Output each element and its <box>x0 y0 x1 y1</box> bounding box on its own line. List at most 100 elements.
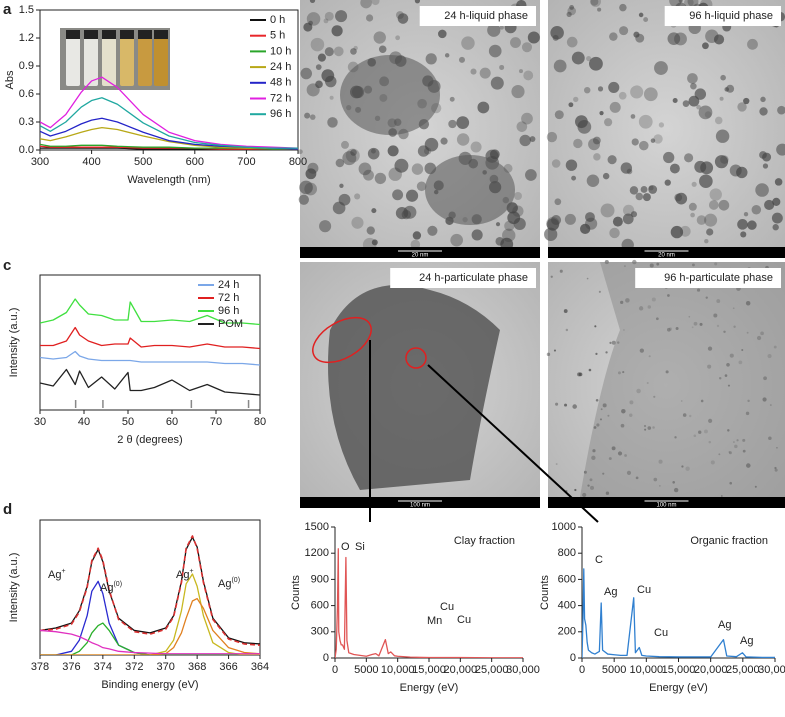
particle <box>760 96 766 103</box>
particle <box>611 340 616 345</box>
particle <box>304 112 311 119</box>
particle <box>564 213 576 225</box>
particle <box>566 11 572 18</box>
panel-label: d <box>3 501 12 518</box>
particle <box>619 3 627 12</box>
particle <box>575 115 588 129</box>
particle <box>619 26 629 36</box>
label-box <box>390 268 536 288</box>
annotation-text: O <box>341 541 350 553</box>
chart: 300 400 500 600 700 800 0.0 0.3 0.6 0.9 1.2 1.5 Wave… <box>4 4 307 186</box>
annotation-sup: (0) <box>113 581 122 588</box>
x-tick-label: 30,000 <box>758 664 785 676</box>
particle <box>580 223 591 235</box>
particle <box>450 233 463 247</box>
particle <box>504 220 515 232</box>
x-tick-label: 0 <box>332 664 338 676</box>
particle <box>546 131 558 143</box>
particle <box>304 182 318 196</box>
annotation-text: Ag <box>604 586 617 598</box>
particle <box>630 114 636 119</box>
particle <box>513 217 526 230</box>
particle <box>670 225 684 239</box>
particle <box>495 237 505 246</box>
legend-label: 5 h <box>270 30 285 42</box>
particle <box>720 74 726 81</box>
particle <box>664 179 671 186</box>
particle <box>374 172 387 185</box>
particle <box>609 227 620 239</box>
particle <box>684 0 694 8</box>
particle <box>518 69 523 74</box>
particle <box>553 59 567 73</box>
legend-label: 72 h <box>270 92 291 104</box>
y-tick-label: 0.6 <box>19 88 34 100</box>
particle <box>324 75 337 88</box>
scale-strip <box>300 497 540 508</box>
particle <box>574 488 577 492</box>
x-tick-label: 368 <box>188 661 206 673</box>
particle <box>694 88 707 100</box>
series-line <box>40 326 260 350</box>
particle <box>471 229 483 241</box>
particle <box>620 162 633 174</box>
particle <box>461 36 475 50</box>
particle <box>678 0 683 3</box>
particle <box>489 149 500 160</box>
particle <box>675 192 688 205</box>
particle <box>638 12 644 18</box>
x-tick-label: 500 <box>134 156 152 168</box>
particle <box>329 95 334 100</box>
particle <box>564 403 568 407</box>
x-tick-label: 370 <box>157 661 175 673</box>
particle <box>682 100 690 107</box>
particle <box>297 149 303 155</box>
particle <box>609 32 618 41</box>
y-tick-label: 600 <box>558 573 576 585</box>
particle <box>363 169 374 181</box>
annotation: Cu <box>440 601 454 613</box>
particle <box>523 70 534 81</box>
particle <box>696 104 701 110</box>
series-line <box>335 548 523 658</box>
particle <box>395 206 409 220</box>
particle <box>599 110 604 116</box>
series-line <box>40 597 260 655</box>
particle <box>438 29 447 39</box>
particle <box>696 215 707 225</box>
particle <box>653 134 663 144</box>
particle <box>714 155 729 169</box>
particle <box>487 23 501 37</box>
particle <box>477 101 490 114</box>
x-tick-label: 400 <box>82 156 100 168</box>
x-tick-label: 800 <box>289 156 307 168</box>
clay-flake <box>580 262 785 497</box>
particle <box>688 202 697 211</box>
label-box <box>419 6 536 26</box>
particle <box>706 228 714 236</box>
particle <box>751 205 762 215</box>
particle <box>663 151 675 164</box>
particle <box>365 14 374 22</box>
particle <box>516 121 528 132</box>
particle <box>702 42 709 50</box>
particle <box>667 32 681 46</box>
x-tick-label: 378 <box>31 661 49 673</box>
particle <box>743 212 749 217</box>
particle <box>694 160 707 173</box>
particle <box>568 102 574 108</box>
x-tick-label: 374 <box>94 661 112 673</box>
particle <box>550 275 553 278</box>
annotation-sup: (0) <box>231 577 240 584</box>
particle <box>444 53 450 58</box>
chart: 378 376 374 372 370 368 366 364 Binding energy (… <box>8 519 269 691</box>
particle <box>592 136 601 145</box>
particle <box>308 20 313 26</box>
particle <box>633 31 640 38</box>
particle <box>358 162 372 176</box>
series-line <box>40 298 260 326</box>
y-axis-label: Intensity (a.u.) <box>8 308 20 378</box>
x-tick-label: 366 <box>219 661 237 673</box>
series-line <box>40 76 298 149</box>
particle <box>449 96 455 102</box>
